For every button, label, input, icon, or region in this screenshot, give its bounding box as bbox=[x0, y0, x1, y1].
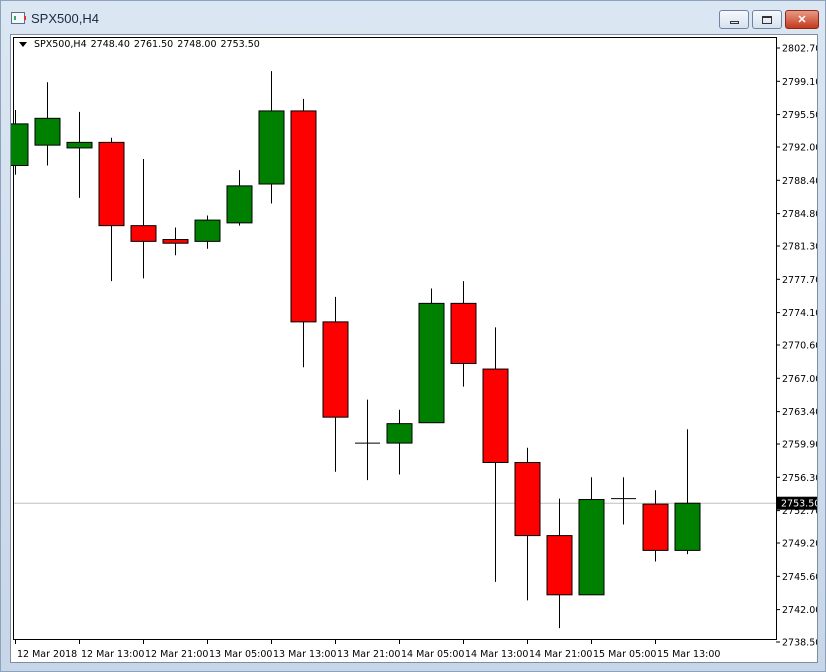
candle-bear bbox=[290, 110, 317, 323]
y-tick-label: 2777.70 bbox=[782, 275, 817, 286]
x-tick-label: 13 Mar 13:00 bbox=[273, 649, 336, 660]
y-tick-label: 2738.50 bbox=[782, 638, 817, 649]
x-tick-label: 15 Mar 05:00 bbox=[593, 649, 656, 660]
y-tick-label: 2756.30 bbox=[782, 473, 817, 484]
y-tick-label: 2774.10 bbox=[782, 308, 817, 319]
current-price-box bbox=[777, 496, 817, 510]
y-tick-label: 2752.70 bbox=[782, 506, 817, 517]
y-tick-label: 2784.80 bbox=[782, 209, 817, 220]
x-tick-label: 12 Mar 21:00 bbox=[145, 649, 208, 660]
candle-bear bbox=[482, 368, 509, 464]
y-tick-label: 2799.10 bbox=[782, 77, 817, 88]
x-tick-label: 14 Mar 05:00 bbox=[401, 649, 464, 660]
minimize-button[interactable] bbox=[719, 10, 749, 29]
candle-bear bbox=[130, 225, 157, 242]
y-tick-label: 2745.60 bbox=[782, 572, 817, 583]
chart-window-icon[interactable] bbox=[11, 12, 26, 24]
chart-low: 2748.00 bbox=[177, 39, 217, 50]
candle-bear bbox=[546, 535, 573, 596]
chart-menu-triangle-icon[interactable] bbox=[19, 42, 27, 47]
y-tick-label: 2767.00 bbox=[782, 374, 817, 385]
y-tick-label: 2759.90 bbox=[782, 440, 817, 451]
maximize-button[interactable] bbox=[752, 10, 782, 29]
x-tick-label: 12 Mar 13:00 bbox=[81, 649, 144, 660]
candle-bull bbox=[226, 185, 253, 224]
candle-bear bbox=[450, 302, 477, 365]
y-tick-label: 2792.00 bbox=[782, 143, 817, 154]
y-tick-label: 2763.40 bbox=[782, 407, 817, 418]
chart-open: 2748.40 bbox=[90, 39, 130, 50]
close-button[interactable]: ✕ bbox=[785, 10, 819, 29]
y-tick-label: 2802.70 bbox=[782, 44, 817, 55]
x-tick-label: 14 Mar 21:00 bbox=[529, 649, 592, 660]
y-tick-label: 2781.30 bbox=[782, 242, 817, 253]
x-tick-label: 14 Mar 13:00 bbox=[465, 649, 528, 660]
y-tick-label: 2795.50 bbox=[782, 110, 817, 121]
candle-bull bbox=[66, 141, 93, 149]
chart-info-line: SPX500,H4 2748.40 2761.50 2748.00 2753.5… bbox=[19, 39, 260, 50]
chart-area[interactable]: 2802.70 2799.10 2795.50 2792.00 2788.40 2784.… bbox=[10, 34, 818, 663]
y-tick-label: 2788.40 bbox=[782, 176, 817, 187]
candle-bull bbox=[386, 423, 413, 444]
chart-symbol: SPX500,H4 bbox=[34, 39, 87, 50]
candle-bull bbox=[11, 123, 29, 167]
candle-bear bbox=[642, 503, 669, 551]
candle-bull bbox=[418, 302, 445, 424]
candle-bull bbox=[578, 499, 605, 596]
x-tick-label: 15 Mar 13:00 bbox=[657, 649, 720, 660]
candle-bull bbox=[258, 110, 285, 185]
close-icon: ✕ bbox=[797, 14, 807, 26]
candle-bull bbox=[34, 117, 61, 146]
x-tick-label: 12 Mar 2018 bbox=[17, 649, 77, 660]
candle-bear bbox=[322, 321, 349, 418]
plot-frame bbox=[13, 37, 777, 640]
window-title: SPX500,H4 bbox=[31, 11, 99, 26]
minimize-icon bbox=[729, 20, 739, 24]
candle-bull bbox=[194, 219, 221, 242]
chart-close: 2753.50 bbox=[220, 39, 260, 50]
candle-bull bbox=[674, 502, 701, 551]
current-price-label: 2753.50 bbox=[781, 499, 817, 510]
title-bar[interactable]: SPX500,H4 ✕ bbox=[1, 1, 825, 35]
x-tick-label: 13 Mar 05:00 bbox=[209, 649, 272, 660]
chart-high: 2761.50 bbox=[133, 39, 174, 50]
candle-bear bbox=[514, 462, 541, 537]
y-tick-label: 2770.60 bbox=[782, 341, 817, 352]
candlestick-chart[interactable]: 2802.70 2799.10 2795.50 2792.00 2788.40 2784.… bbox=[11, 35, 817, 662]
x-tick-label: 13 Mar 21:00 bbox=[337, 649, 400, 660]
y-tick-label: 2742.00 bbox=[782, 605, 817, 616]
y-tick-label: 2749.20 bbox=[782, 539, 817, 550]
maximize-icon bbox=[762, 15, 772, 24]
candle-bear bbox=[162, 239, 189, 244]
candle-bear bbox=[98, 141, 125, 227]
